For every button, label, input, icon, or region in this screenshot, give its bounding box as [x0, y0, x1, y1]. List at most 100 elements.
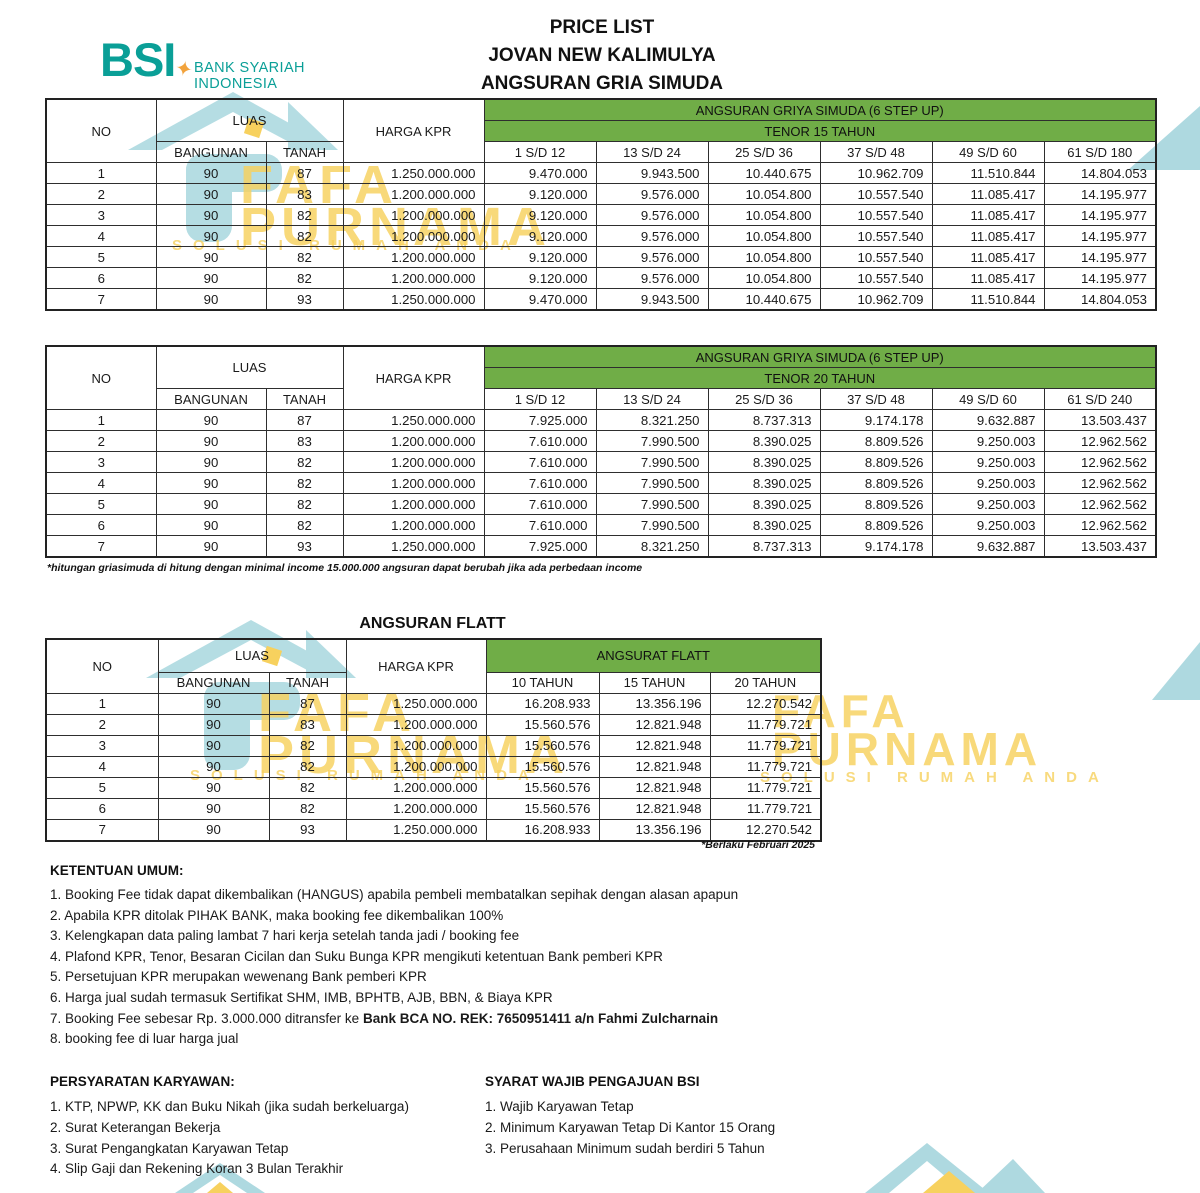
cell: 82 [268, 755, 347, 778]
col-header-range: 25 S/D 36 [707, 388, 821, 410]
group-header-simuda: ANGSURAN GRIYA SIMUDA (6 STEP UP) [483, 345, 1157, 368]
title-line-1: PRICE LIST [549, 17, 655, 38]
cell: 10.054.800 [707, 246, 821, 268]
list-item: 8. booking fee di luar harga jual [50, 1031, 239, 1047]
ketentuan-list: 1. Booking Fee tidak dapat dikembalikan … [50, 885, 738, 1050]
simuda-footnote: *hitungan griasimuda di hitung dengan mi… [47, 562, 643, 574]
cell: 87 [265, 162, 344, 184]
page-title: PRICE LIST JOVAN NEW KALIMULYA ANGSURAN … [372, 14, 832, 98]
cell: 1.200.000.000 [342, 204, 485, 226]
cell: 1.200.000.000 [342, 514, 485, 536]
cell: 4 [45, 755, 159, 778]
bsi-logo: BSI✦ [100, 36, 195, 83]
flatt-footnote: *Berlaku Februari 2025 [701, 839, 815, 851]
cell: 10.962.709 [819, 288, 933, 311]
cell: 8.809.526 [819, 514, 933, 536]
cell: 11.779.721 [709, 713, 822, 736]
booking-fee-text: 7. Booking Fee sebesar Rp. 3.000.000 dit… [50, 1010, 363, 1026]
col-header-tanah: TANAH [268, 671, 347, 694]
cell: 9.470.000 [483, 288, 597, 311]
cell: 10.054.800 [707, 204, 821, 226]
cell: 10.440.675 [707, 288, 821, 311]
bsi-name-line2: INDONESIA [194, 76, 278, 92]
col-header-bangunan: BANGUNAN [155, 388, 267, 410]
table-row: 1 90 87 1.250.000.000 7.925.000 8.321.250 8.73… [45, 409, 1157, 431]
table-row: 2 90 83 1.200.000.000 7.610.000 7.990.500 8.39… [45, 430, 1157, 452]
title-line-2: JOVAN NEW KALIMULYA [488, 45, 716, 66]
cell: 11.510.844 [931, 162, 1045, 184]
cell: 90 [157, 713, 270, 736]
table-row: 6 90 82 1.200.000.000 15.560.576 12.821.948 11… [45, 797, 822, 820]
cell: 1.200.000.000 [342, 430, 485, 452]
cell: 11.085.417 [931, 183, 1045, 205]
cell: 9.250.003 [931, 472, 1045, 494]
cell: 8.390.025 [707, 514, 821, 536]
list-item: 5. Persetujuan KPR merupakan wewenang Ba… [50, 969, 427, 985]
table-row: 2 90 83 1.200.000.000 15.560.576 12.821.948 11… [45, 713, 822, 736]
table-row: 3 90 82 1.200.000.000 9.120.000 9.576.000 10.0… [45, 204, 1157, 226]
cell: 7.610.000 [483, 451, 597, 473]
cell: 3 [45, 451, 157, 473]
table-row: 1 90 87 1.250.000.000 9.470.000 9.943.500 10.4… [45, 162, 1157, 184]
cell: 7.925.000 [483, 409, 597, 431]
persyaratan-list: 1. KTP, NPWP, KK dan Buku Nikah (jika su… [50, 1097, 409, 1180]
cell: 15.560.576 [485, 797, 600, 820]
cell: 12.270.542 [709, 818, 822, 841]
cell: 12.821.948 [598, 755, 711, 778]
col-header-tanah: TANAH [265, 141, 344, 163]
cell: 8.809.526 [819, 493, 933, 515]
cell: 14.195.977 [1043, 225, 1157, 247]
title-line-3: ANGSURAN GRIA SIMUDA [480, 73, 724, 94]
cell: 9.576.000 [595, 225, 709, 247]
cell: 9.174.178 [819, 535, 933, 558]
cell: 1.200.000.000 [345, 713, 487, 736]
cell: 4 [45, 225, 157, 247]
cell: 90 [155, 225, 267, 247]
table-row: 4 90 82 1.200.000.000 9.120.000 9.576.000 10.0… [45, 225, 1157, 247]
table-row: 7 90 93 1.250.000.000 9.470.000 9.943.500 10.4… [45, 288, 1157, 311]
cell: 14.195.977 [1043, 204, 1157, 226]
cell: 10.557.540 [819, 225, 933, 247]
cell: 11.085.417 [931, 246, 1045, 268]
flatt-table-title: ANGSURAN FLATT [359, 615, 506, 632]
tenor-header: TENOR 20 TAHUN [483, 367, 1157, 389]
cell: 82 [265, 267, 344, 289]
list-item: 2. Apabila KPR ditolak PIHAK BANK, maka … [50, 907, 504, 923]
ketentuan-heading: KETENTUAN UMUM: [50, 863, 184, 878]
cell: 12.962.562 [1043, 493, 1157, 515]
cell: 11.779.721 [709, 776, 822, 799]
list-item: 3. Kelengkapan data paling lambat 7 hari… [50, 928, 520, 944]
cell: 10.054.800 [707, 267, 821, 289]
cell: 2 [45, 183, 157, 205]
cell: 82 [265, 246, 344, 268]
cell: 14.804.053 [1043, 288, 1157, 311]
cell: 8.809.526 [819, 472, 933, 494]
col-header-bangunan: BANGUNAN [157, 671, 270, 694]
cell: 90 [155, 409, 267, 431]
cell: 9.576.000 [595, 183, 709, 205]
cell: 12.962.562 [1043, 472, 1157, 494]
cell: 90 [155, 493, 267, 515]
cell: 9.120.000 [483, 183, 597, 205]
cell: 10.557.540 [819, 204, 933, 226]
cell: 90 [157, 776, 270, 799]
cell: 10.962.709 [819, 162, 933, 184]
cell: 10.440.675 [707, 162, 821, 184]
col-header-luas: LUAS [157, 638, 347, 673]
cell: 7.990.500 [595, 514, 709, 536]
col-header-range: 61 S/D 180 [1043, 141, 1157, 163]
col-header-tanah: TANAH [265, 388, 344, 410]
cell: 82 [268, 797, 347, 820]
cell: 1.200.000.000 [342, 183, 485, 205]
watermark-tagline: SOLUSI RUMAH ANDA [760, 769, 1110, 786]
cell: 1.200.000.000 [345, 734, 487, 757]
table-row: 5 90 82 1.200.000.000 9.120.000 9.576.000 10.0… [45, 246, 1157, 268]
cell: 8.737.313 [707, 535, 821, 558]
price-table-tenor-15: NO LUAS HARGA KPR ANGSURAN GRIYA SIMUDA … [45, 98, 1158, 311]
cell: 12.270.542 [709, 692, 822, 715]
cell: 90 [157, 755, 270, 778]
cell: 1.250.000.000 [342, 162, 485, 184]
col-header-range: 13 S/D 24 [595, 141, 709, 163]
col-header-tahun: 20 TAHUN [709, 671, 822, 694]
cell: 16.208.933 [485, 818, 600, 841]
